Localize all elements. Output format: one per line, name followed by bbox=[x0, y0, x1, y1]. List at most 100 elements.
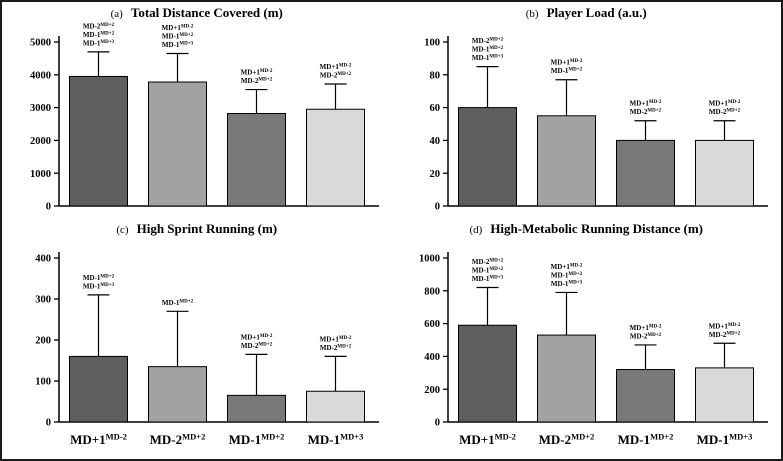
significance-annotation: MD-1MD+2 bbox=[472, 46, 504, 54]
y-tick-label: 0 bbox=[435, 202, 440, 213]
significance-annotation: MD-2MD+2 bbox=[630, 332, 662, 340]
significance-annotation: MD-1MD+2 bbox=[162, 32, 194, 40]
bar-b-2 bbox=[616, 139, 676, 207]
significance-annotation: MD-2MD+2 bbox=[241, 342, 273, 350]
bar-b-3 bbox=[695, 139, 755, 207]
significance-annotation: MD+1MD-2 bbox=[319, 63, 351, 71]
panel-svg-a: 010002000300040005000MD-2MD+2MD-1MD+2MD-… bbox=[30, 22, 379, 213]
y-tick-label: 0 bbox=[435, 418, 440, 429]
y-tick-label: 5000 bbox=[30, 38, 51, 49]
y-tick-label: 400 bbox=[425, 352, 441, 363]
panel-svg-c: 0100200300400MD-1MD+2MD-1MD+3MD+1MD-2MD-… bbox=[35, 252, 379, 448]
panel-d-title: (d) High-Metabolic Running Distance (m) bbox=[392, 218, 782, 238]
significance-annotation: MD+1MD-2 bbox=[551, 59, 583, 67]
bar-a-1 bbox=[147, 81, 207, 207]
significance-annotation: MD-1MD+2 bbox=[162, 299, 194, 307]
panel-c: (c) High Sprint Running (m) 0 100 200 300 40… bbox=[2, 218, 392, 458]
bar-a-2 bbox=[226, 113, 286, 207]
significance-annotation: MD-1MD+3 bbox=[83, 39, 115, 47]
panel-d: (d) High-Metabolic Running Distance (m) … bbox=[392, 218, 782, 458]
significance-annotation: MD-1MD+3 bbox=[472, 54, 504, 62]
y-tick-label: 4000 bbox=[30, 70, 51, 81]
panel-b-letter: (b) bbox=[525, 8, 539, 20]
panel-c-letter: (c) bbox=[116, 224, 129, 236]
bar-a-3 bbox=[305, 108, 365, 207]
x-category-label: MD-1MD+2 bbox=[618, 432, 674, 448]
x-category-label: MD-2MD+2 bbox=[149, 432, 205, 448]
y-tick-label: 300 bbox=[35, 295, 51, 306]
bar-b-0 bbox=[458, 107, 518, 207]
bar-c-3 bbox=[305, 390, 365, 423]
significance-annotation: MD-1MD+3 bbox=[551, 280, 583, 288]
significance-annotation: MD-1MD+2 bbox=[83, 31, 115, 39]
x-category-label: MD+1MD-2 bbox=[459, 432, 516, 448]
significance-annotation: MD-1MD+3 bbox=[83, 282, 115, 290]
y-tick-label: 80 bbox=[430, 70, 441, 81]
significance-annotation: MD+1MD-2 bbox=[319, 335, 351, 343]
significance-annotation: MD-1MD+2 bbox=[83, 274, 115, 282]
bar-a-0 bbox=[68, 75, 128, 207]
significance-annotation: MD+1MD-2 bbox=[551, 263, 583, 271]
bottom-row: (c) High Sprint Running (m) 0 100 200 300 40… bbox=[2, 218, 781, 458]
x-category-label: MD+1MD-2 bbox=[70, 432, 127, 448]
panel-a-letter: (a) bbox=[110, 8, 123, 20]
significance-annotation: MD-2MD+2 bbox=[709, 331, 741, 339]
y-tick-label: 1000 bbox=[419, 254, 440, 265]
significance-annotation: MD-2MD+2 bbox=[320, 344, 352, 352]
significance-annotation: MD-2MD+2 bbox=[472, 37, 504, 45]
significance-annotation: MD-1MD+3 bbox=[472, 275, 504, 283]
significance-annotation: MD-2MD+2 bbox=[630, 108, 662, 116]
significance-annotation: MD+1MD-2 bbox=[630, 324, 662, 332]
significance-annotation: MD-2MD+2 bbox=[709, 108, 741, 116]
y-tick-label: 600 bbox=[425, 319, 441, 330]
significance-annotation: MD+1MD-2 bbox=[709, 100, 741, 108]
bar-d-0 bbox=[458, 324, 518, 423]
panel-a-title: (a) Total Distance Covered (m) bbox=[2, 2, 392, 22]
y-tick-label: 60 bbox=[430, 103, 441, 114]
y-tick-label: 3000 bbox=[30, 103, 51, 114]
panel-a: (a) Total Distance Covered (m) 0 1000 2000… bbox=[2, 2, 392, 218]
panel-b-title-text: Player Load (a.u.) bbox=[546, 5, 647, 20]
significance-annotation: MD-1MD+3 bbox=[162, 41, 194, 49]
y-tick-label: 0 bbox=[46, 418, 51, 429]
bar-c-0 bbox=[68, 355, 128, 423]
y-tick-label: 40 bbox=[430, 136, 441, 147]
x-category-label: MD-2MD+2 bbox=[539, 432, 595, 448]
significance-annotation: MD-1MD+2 bbox=[551, 271, 583, 279]
y-tick-label: 0 bbox=[46, 202, 51, 213]
panel-d-letter: (d) bbox=[469, 224, 483, 236]
bar-c-2 bbox=[226, 394, 286, 423]
significance-annotation: MD-2MD+2 bbox=[320, 71, 352, 79]
panel-a-title-text: Total Distance Covered (m) bbox=[130, 5, 283, 20]
bar-c-1 bbox=[147, 366, 207, 423]
significance-annotation: MD+1MD-2 bbox=[240, 333, 272, 341]
significance-annotation: MD-2MD+2 bbox=[241, 77, 273, 85]
y-tick-label: 100 bbox=[425, 38, 441, 49]
y-tick-label: 100 bbox=[35, 377, 51, 388]
bar-d-1 bbox=[537, 334, 597, 423]
panel-c-title-text: High Sprint Running (m) bbox=[136, 221, 278, 236]
significance-annotation: MD-2MD+2 bbox=[83, 22, 115, 30]
x-category-label: MD-1MD+2 bbox=[228, 432, 284, 448]
bar-d-3 bbox=[695, 367, 755, 423]
x-category-label: MD-1MD+3 bbox=[307, 432, 363, 448]
y-tick-label: 2000 bbox=[30, 136, 51, 147]
panel-b-title: (b) Player Load (a.u.) bbox=[392, 2, 782, 22]
x-category-label: MD-1MD+3 bbox=[697, 432, 753, 448]
significance-annotation: MD-1MD+2 bbox=[551, 67, 583, 75]
y-tick-label: 800 bbox=[425, 286, 441, 297]
bar-b-1 bbox=[537, 115, 597, 207]
significance-annotation: MD+1MD-2 bbox=[161, 24, 193, 32]
significance-annotation: MD-2MD+2 bbox=[472, 258, 504, 266]
panel-d-title-text: High-Metabolic Running Distance (m) bbox=[490, 221, 704, 236]
significance-annotation: MD+1MD-2 bbox=[709, 322, 741, 330]
bar-d-2 bbox=[616, 369, 676, 423]
significance-annotation: MD+1MD-2 bbox=[630, 100, 662, 108]
panel-b: (b) Player Load (a.u.) 0 20 40 60 80 100 MD-2M… bbox=[392, 2, 782, 218]
significance-annotation: MD+1MD-2 bbox=[240, 69, 272, 77]
panel-c-title: (c) High Sprint Running (m) bbox=[2, 218, 392, 238]
y-tick-label: 200 bbox=[425, 385, 441, 396]
